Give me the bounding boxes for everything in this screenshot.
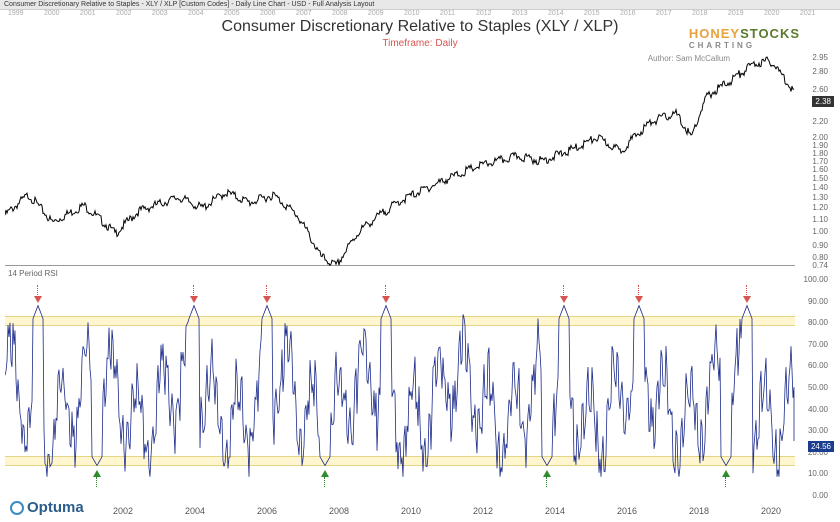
rsi-trough-marker-icon [543,470,551,477]
rsi-current-flag: 24.56 [808,441,834,452]
rsi-peak-marker-icon [382,296,390,303]
price-chart-panel[interactable] [5,56,795,266]
rsi-line-chart [5,278,795,494]
price-current-flag: 2.38 [812,96,834,107]
bottom-x-axis: 2002200420062008201020122014201620182020 [5,506,795,520]
rsi-chart-panel[interactable] [5,278,795,494]
optuma-logo: Optuma [10,499,84,516]
rsi-peak-marker-icon [190,296,198,303]
rsi-peak-marker-icon [560,296,568,303]
rsi-trough-marker-icon [321,470,329,477]
optuma-icon [10,501,24,515]
price-y-axis: 2.952.802.602.202.001.901.801.701.601.50… [798,56,828,266]
rsi-panel-label: 14 Period RSI [8,269,58,278]
rsi-trough-marker-icon [722,470,730,477]
honeystocks-logo: HONEYSTOCKS CHARTING [689,26,800,50]
rsi-trough-marker-icon [93,470,101,477]
rsi-peak-marker-icon [263,296,271,303]
rsi-peak-marker-icon [34,296,42,303]
rsi-peak-marker-icon [635,296,643,303]
window-title-bar: Consumer Discretionary Relative to Stapl… [0,0,840,10]
rsi-y-axis: 100.0090.0080.0070.0060.0050.0040.0030.0… [796,278,828,494]
price-line-chart [5,56,795,266]
rsi-peak-marker-icon [743,296,751,303]
